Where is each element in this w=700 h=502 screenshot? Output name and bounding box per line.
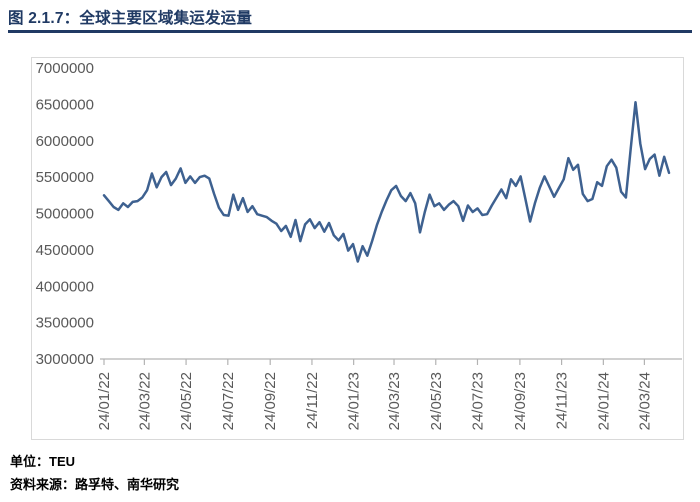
- x-tick-label: 24/09/23: [512, 372, 529, 430]
- y-tick-label: 7000000: [36, 60, 94, 77]
- x-tick-label: 24/11/22: [304, 372, 321, 429]
- x-tick-label: 24/03/23: [386, 372, 403, 430]
- y-tick-label: 3500000: [36, 315, 94, 332]
- x-tick-label: 24/01/23: [346, 372, 363, 430]
- x-tick-label: 24/09/22: [262, 372, 279, 430]
- x-tick-label: 24/07/23: [469, 372, 486, 430]
- y-tick-label: 6000000: [36, 133, 94, 150]
- x-tick-label: 24/03/24: [636, 372, 653, 430]
- y-tick-label: 6500000: [36, 96, 94, 113]
- x-tick-label: 24/03/22: [136, 372, 153, 430]
- figure-title: 图 2.1.7：全球主要区域集运发运量: [8, 10, 253, 27]
- y-tick-label: 4000000: [36, 278, 94, 295]
- shipping-volume-line-chart: 3000000 3500000 4000000 4500000 5000000 55000…: [36, 60, 682, 430]
- x-tick-label: 24/11/23: [554, 372, 571, 429]
- x-tick-label: 24/05/22: [178, 372, 195, 430]
- chart-frame: 3000000 3500000 4000000 4500000 5000000 55000…: [31, 57, 684, 440]
- source-label: 资料来源：路孚特、南华研究: [10, 477, 180, 492]
- y-tick-label: 5500000: [36, 169, 94, 186]
- y-tick-label: 4500000: [36, 242, 94, 259]
- x-tick-label: 24/07/22: [220, 372, 237, 430]
- x-tick-label: 24/01/22: [96, 372, 113, 430]
- y-tick-label: 5000000: [36, 206, 94, 223]
- x-tick-label: 24/05/23: [428, 372, 445, 430]
- unit-label: 单位：TEU: [10, 454, 76, 469]
- title-divider: [8, 30, 692, 33]
- y-tick-label: 3000000: [36, 351, 94, 368]
- x-tick-label: 24/01/24: [595, 372, 612, 430]
- shipping-volume-series-line: [102, 100, 671, 263]
